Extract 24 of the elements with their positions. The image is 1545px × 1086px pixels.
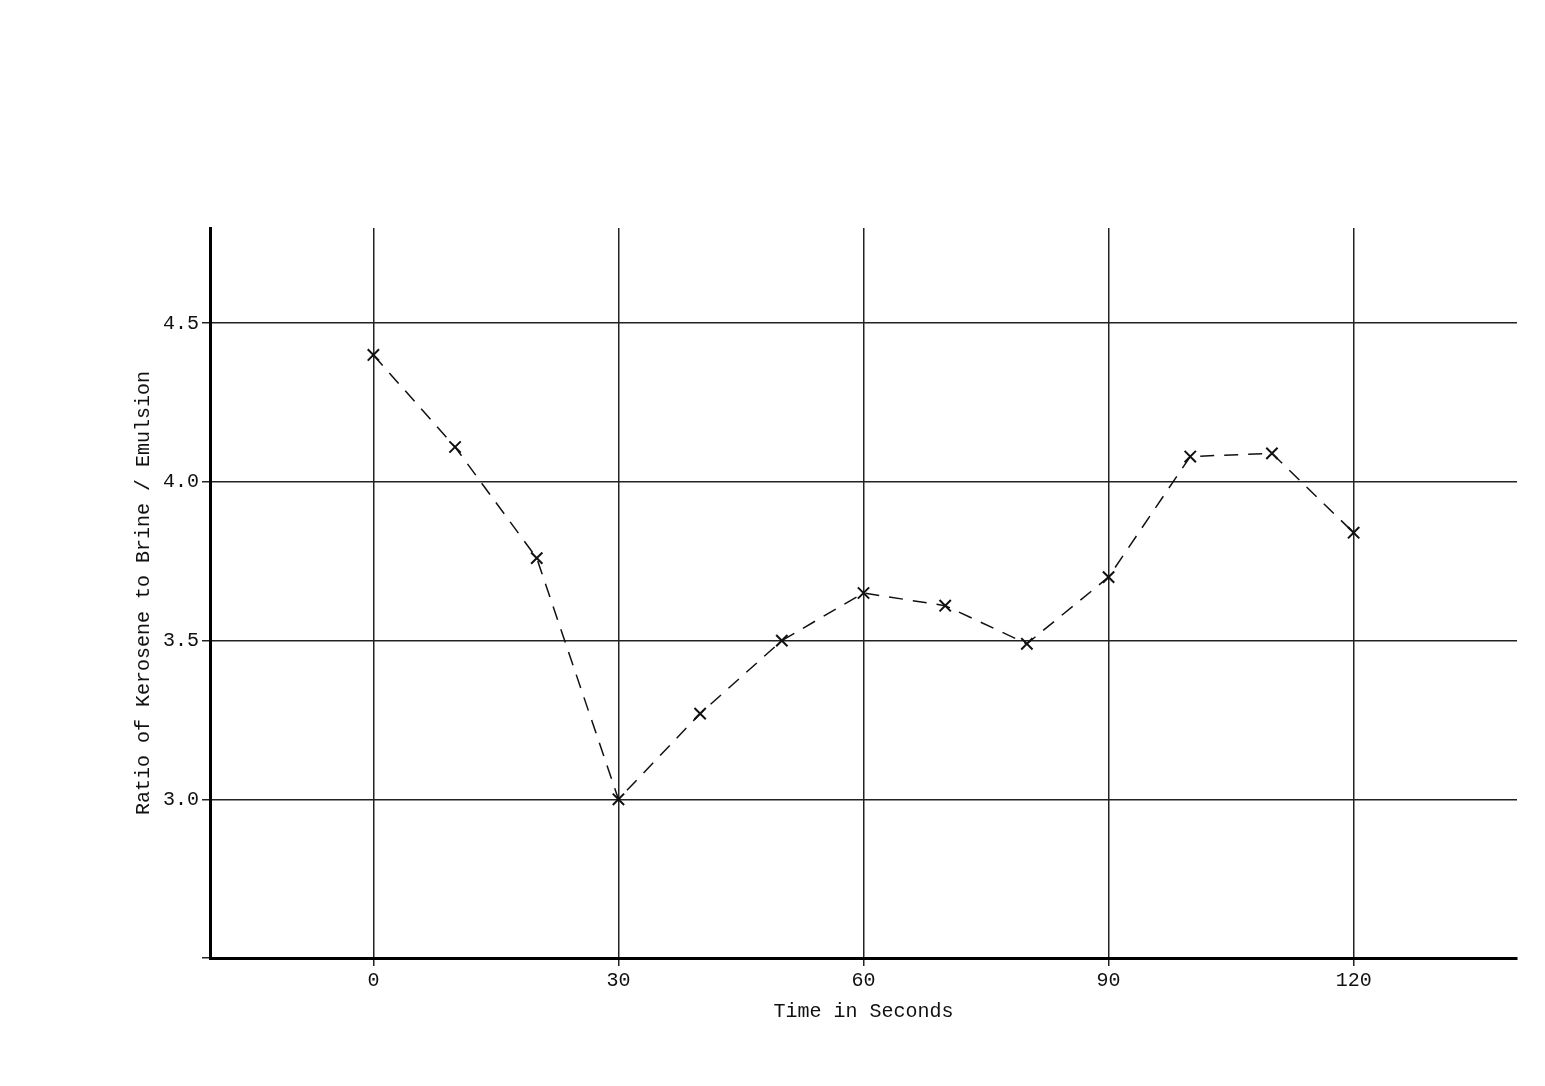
- point: [366, 348, 381, 362]
- x-tick-label: 60: [851, 969, 876, 993]
- x-tick-label: 120: [1335, 969, 1372, 993]
- y-axis-title: Ratio of Kerosene to Brine / Emulsion: [132, 370, 156, 816]
- point: [938, 599, 952, 613]
- point: [1183, 449, 1197, 464]
- y-tick-label: 4.0: [162, 470, 200, 494]
- point: [611, 792, 626, 806]
- point: [1346, 526, 1361, 540]
- point: [530, 551, 544, 565]
- x-axis-title: Time in Seconds: [773, 1000, 954, 1024]
- point: [775, 633, 789, 648]
- point: [1265, 446, 1279, 461]
- point: [1101, 570, 1116, 584]
- x-tick-label: 0: [367, 969, 380, 993]
- point: [856, 586, 871, 600]
- y-tick-label: 3.5: [162, 628, 200, 652]
- point: [693, 706, 707, 721]
- y-tick-label: 3.0: [162, 787, 200, 811]
- point: [1020, 637, 1034, 651]
- y-tick-label: 4.5: [162, 311, 200, 335]
- point: [448, 440, 462, 454]
- x-tick-label: 90: [1096, 969, 1121, 993]
- x-tick-label: 30: [606, 969, 631, 993]
